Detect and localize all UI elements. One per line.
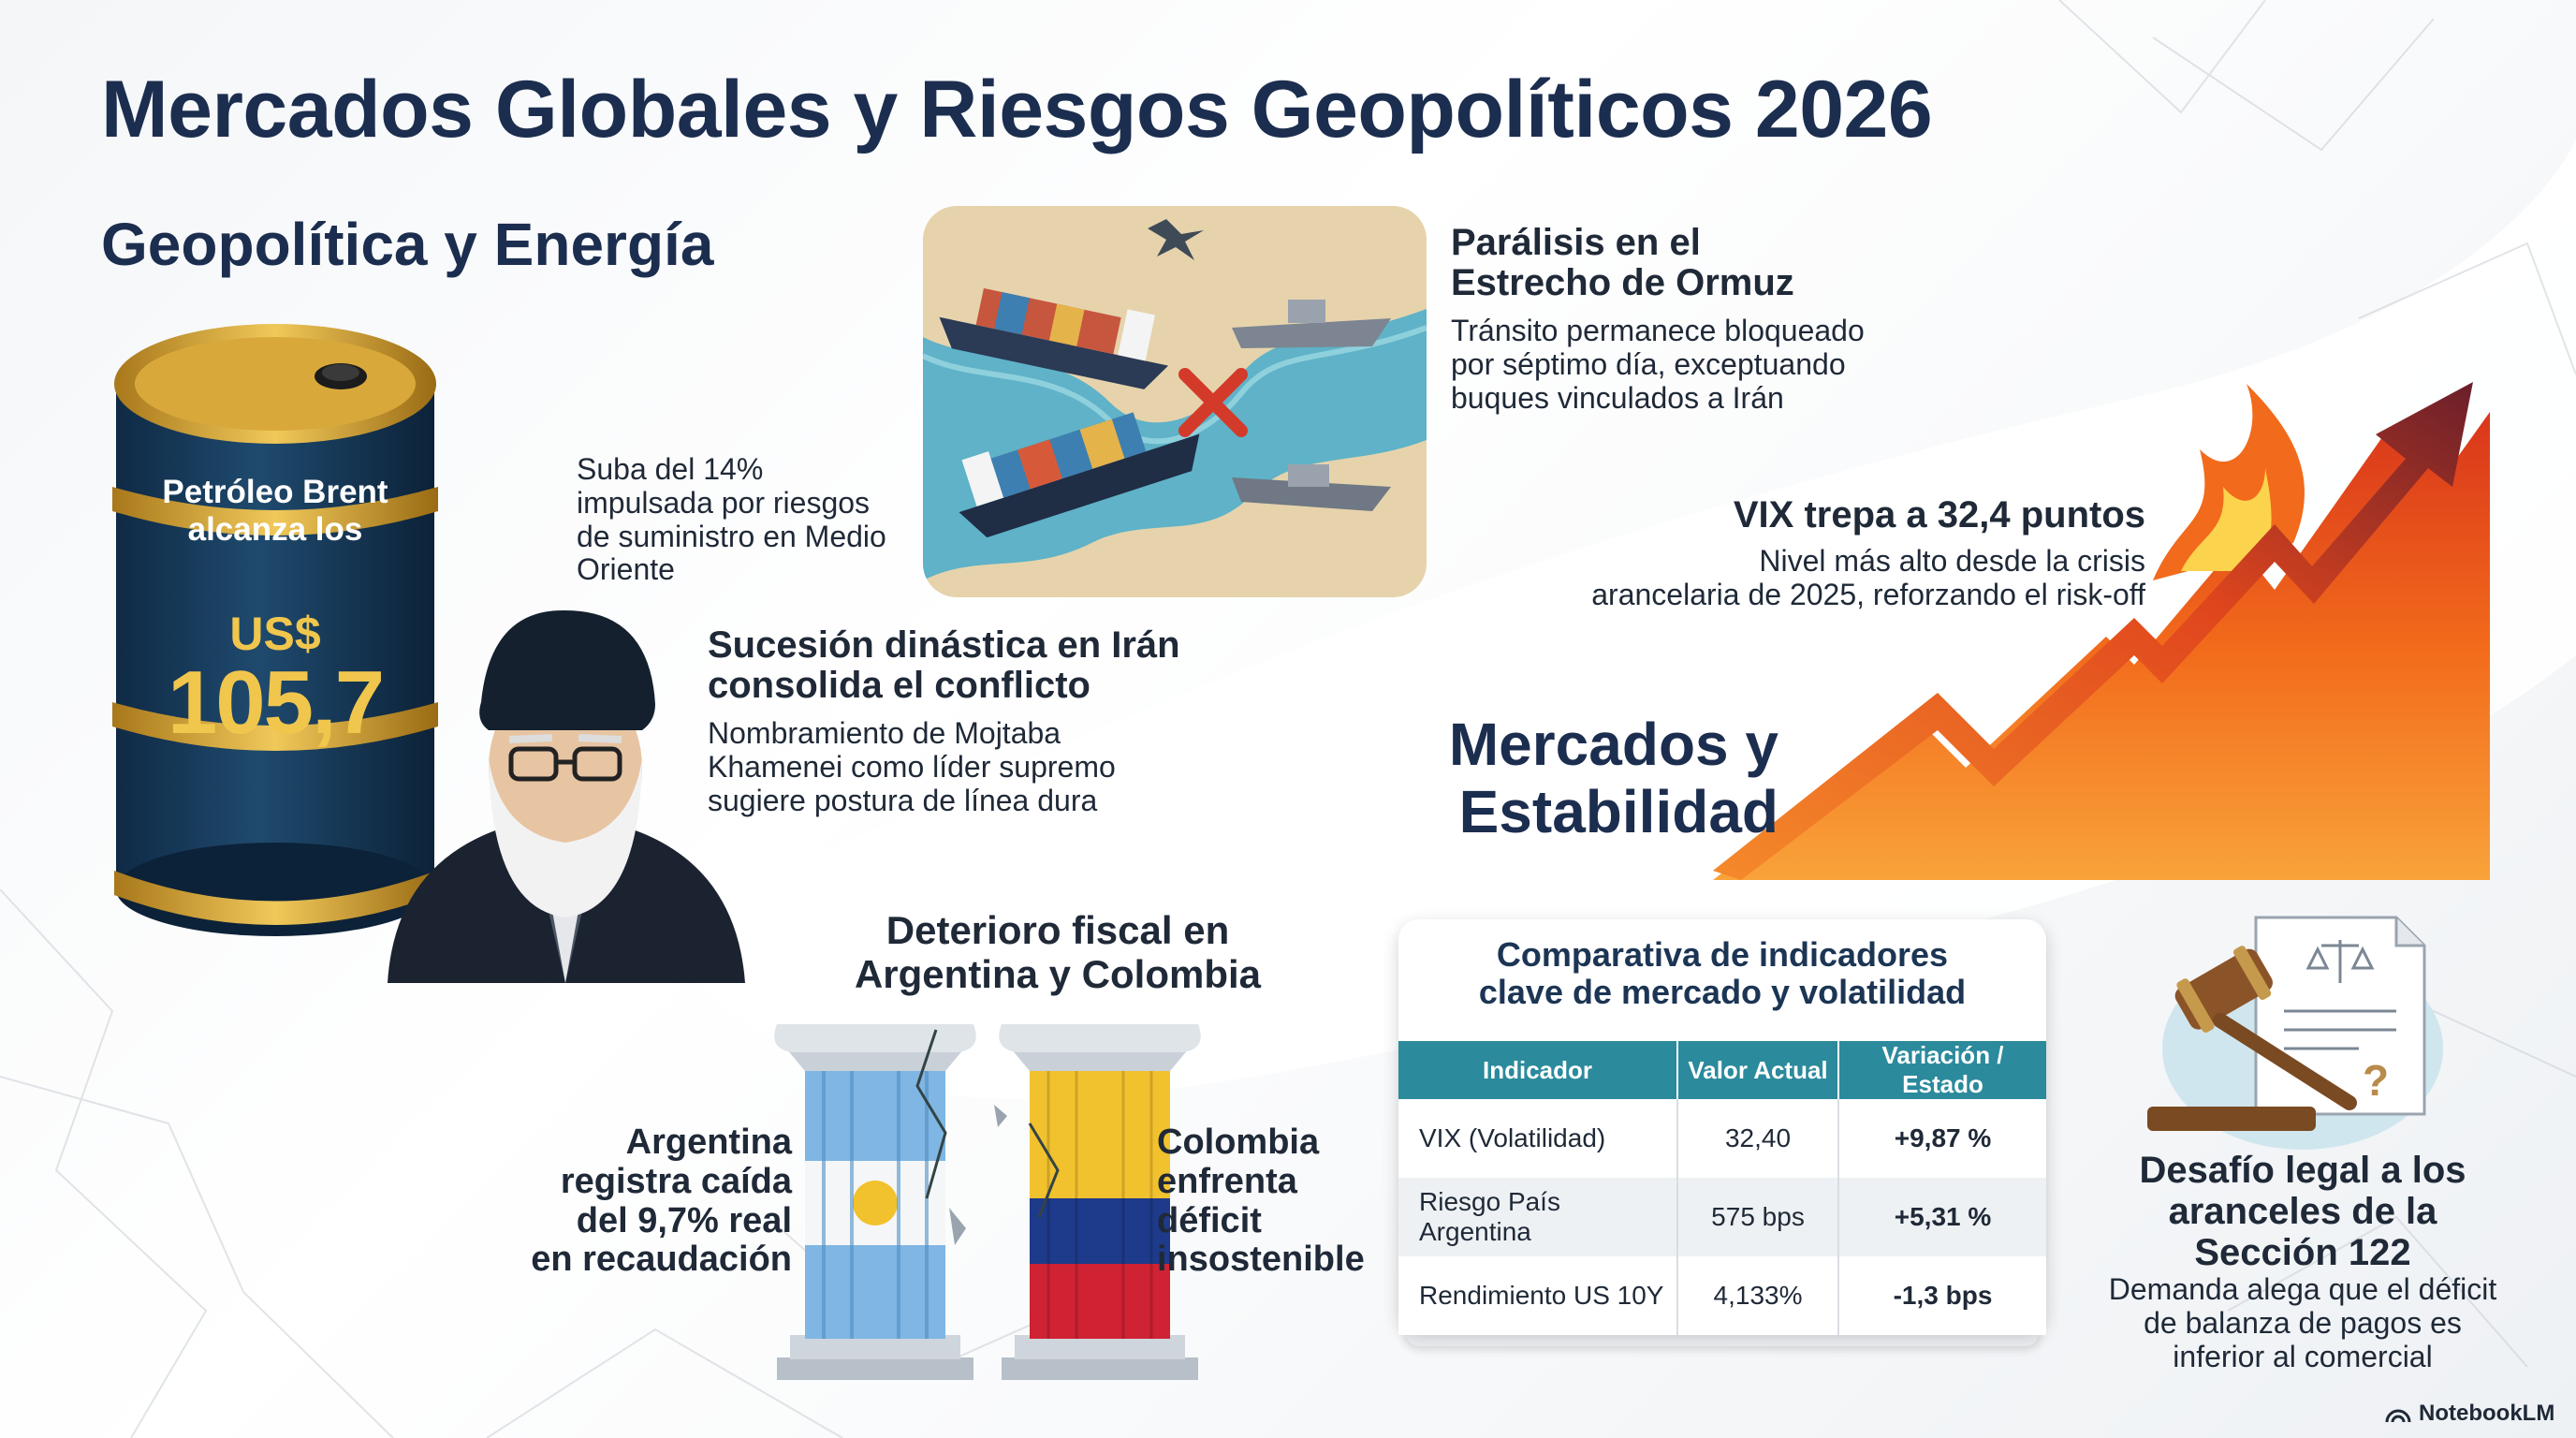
iran-body-line: Khamenei como líder supremo (708, 749, 1116, 784)
iran-title: Sucesión dinástica en Irán consolida el … (708, 624, 1288, 707)
notebooklm-brand: NotebookLM (2385, 1401, 2554, 1427)
table-title: Comparativa de indicadores clave de merc… (1398, 936, 2046, 1010)
barrel-label-line1: Petróleo Brent (162, 474, 388, 510)
vix-fire-arrow-graphic (1713, 382, 2490, 880)
table-row: Rendimiento US 10Y 4,133% -1,3 bps (1398, 1256, 2046, 1335)
hormuz-title: Parálisis en el Estrecho de Ormuz (1451, 222, 1881, 304)
vix-body-line: Nivel más alto desde la crisis (1759, 544, 2145, 578)
hormuz-body-line: Tránsito permanece bloqueado (1451, 314, 1865, 347)
iranian-leader-portrait (388, 609, 745, 983)
hormuz-title-line1: Parálisis en el (1451, 222, 1701, 263)
barrel-label-line2: alcanza los (187, 511, 363, 549)
markets-section-heading: Mercados y Estabilidad (1329, 711, 1778, 845)
legal-body-line: de balanza de pagos es (2144, 1305, 2462, 1340)
hormuz-body-line: por séptimo día, exceptuando (1451, 346, 1846, 381)
vix-title: VIX trepa a 32,4 puntos (1733, 494, 2145, 536)
colombia-line: enfrenta (1157, 1161, 1297, 1201)
iran-body-line: Nombramiento de Mojtaba (708, 716, 1061, 750)
table-row: VIX (Volatilidad) 32,40 +9,87 % (1398, 1099, 2046, 1178)
hormuz-body: Tránsito permanece bloqueado por séptimo… (1451, 314, 1900, 415)
value-cell: 4,133% (1677, 1256, 1839, 1335)
oil-note-line: impulsada por riesgos (577, 485, 871, 520)
legal-title-line: aranceles de la (2168, 1191, 2437, 1232)
fiscal-title-line1: Deterioro fiscal en (886, 908, 1230, 952)
colombia-line: insostenible (1157, 1240, 1365, 1280)
barrel-label: Petróleo Brent alcanza los (116, 474, 434, 550)
oil-note-line: Oriente (577, 552, 675, 587)
fiscal-title-line2: Argentina y Colombia (854, 952, 1262, 997)
legal-title: Desafío legal a los aranceles de la Secc… (2087, 1150, 2518, 1273)
legal-body-line: Demanda alega que el déficit (2108, 1272, 2497, 1306)
legal-title-line: Sección 122 (2194, 1232, 2411, 1273)
argentina-line: en recaudación (531, 1240, 792, 1280)
change-cell: +5,31 % (1838, 1178, 2046, 1256)
argentina-line: Argentina (625, 1123, 792, 1162)
markets-heading-line1: Mercados y (1448, 711, 1778, 778)
broken-columns-illustration (774, 1024, 1201, 1380)
iran-body: Nombramiento de Mojtaba Khamenei como lí… (708, 716, 1232, 817)
notebooklm-logo-icon (2385, 1409, 2411, 1423)
gavel-document-illustration: ? (2147, 916, 2443, 1150)
vix-body: Nivel más alto desde la crisis arancelar… (1460, 544, 2145, 612)
hormuz-body-line: buques vinculados a Irán (1451, 380, 1784, 415)
colombia-line: Colombia (1157, 1123, 1320, 1162)
iran-title-line1: Sucesión dinástica en Irán (708, 624, 1180, 666)
oil-note: Suba del 14% impulsada por riesgos de su… (577, 452, 932, 587)
oil-note-line: Suba del 14% (577, 452, 764, 486)
column-header-indicator: Indicador (1398, 1041, 1678, 1099)
fiscal-title: Deterioro fiscal en Argentina y Colombia (805, 908, 1310, 996)
change-cell: -1,3 bps (1838, 1256, 2046, 1335)
oil-barrel-illustration (112, 324, 438, 936)
colombia-line: déficit (1157, 1200, 1262, 1240)
value-cell: 32,40 (1677, 1099, 1839, 1178)
indicator-cell: Rendimiento US 10Y (1398, 1256, 1678, 1335)
argentina-line: registra caída (560, 1161, 792, 1201)
geo-section-heading: Geopolítica y Energía (101, 211, 714, 278)
change-cell: +9,87 % (1838, 1099, 2046, 1178)
page-title: Mercados Globales y Riesgos Geopolíticos… (101, 65, 1933, 154)
vix-body-line: arancelaria de 2025, reforzando el risk-… (1591, 577, 2145, 611)
table-row: Riesgo País Argentina 575 bps +5,31 % (1398, 1178, 2046, 1256)
legal-title-line: Desafío legal a los (2139, 1150, 2466, 1191)
hormuz-title-line2: Estrecho de Ormuz (1451, 262, 1794, 304)
argentina-line: del 9,7% real (576, 1200, 792, 1240)
value-cell: 575 bps (1677, 1178, 1839, 1256)
table-title-line1: Comparativa de indicadores (1496, 935, 1949, 974)
barrel-currency: US$ (229, 608, 321, 660)
argentina-text: Argentina registra caída del 9,7% real e… (487, 1123, 792, 1280)
column-header-change: Variación / Estado (1838, 1041, 2046, 1099)
brand-name: NotebookLM (2419, 1401, 2555, 1426)
indicator-cell: VIX (Volatilidad) (1398, 1099, 1678, 1178)
barrel-price: 105,7 (167, 653, 385, 753)
hormuz-strait-map (923, 206, 1427, 597)
table-title-line2: clave de mercado y volatilidad (1478, 972, 1967, 1011)
indicator-table: Indicador Valor Actual Variación / Estad… (1398, 1041, 2046, 1335)
oil-note-line: de suministro en Medio (577, 519, 886, 553)
legal-body-line: inferior al comercial (2173, 1339, 2433, 1373)
legal-body: Demanda alega que el déficit de balanza … (2087, 1272, 2518, 1373)
colombia-text: Colombia enfrenta déficit insostenible (1157, 1123, 1419, 1280)
iran-body-line: sugiere postura de línea dura (708, 783, 1098, 817)
iran-title-line2: consolida el conflicto (708, 665, 1090, 707)
svg-text:?: ? (2363, 1056, 2389, 1105)
indicator-table-card: Comparativa de indicadores clave de merc… (1398, 919, 2046, 1335)
markets-heading-line2: Estabilidad (1458, 777, 1778, 845)
column-header-value: Valor Actual (1677, 1041, 1839, 1099)
indicator-cell: Riesgo País Argentina (1398, 1178, 1678, 1256)
